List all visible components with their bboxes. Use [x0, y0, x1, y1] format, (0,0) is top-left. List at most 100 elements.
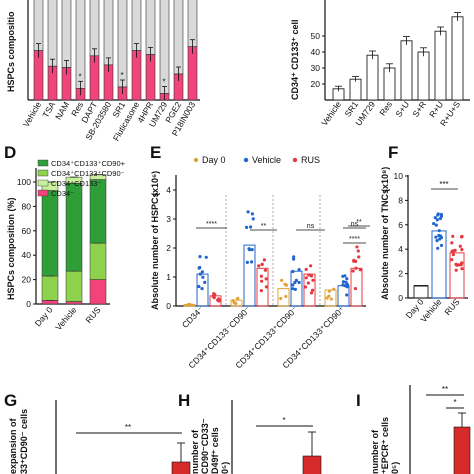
top-left-chart: HSPCs compositio VehicleTSANAM*ResDAPTSB…	[6, 0, 200, 143]
panel-e-data-point	[310, 288, 315, 292]
panel-f-data-point	[450, 258, 454, 262]
panel-f-bar	[413, 285, 429, 299]
panel-g-ylabel-2: 33⁺CD90⁻ cells	[19, 409, 29, 474]
panel-label-f: F	[388, 143, 398, 162]
panel-f-chart: Absolute number of TNCs (x10⁸) 0246810Da…	[380, 167, 468, 324]
top-right-bar	[383, 67, 396, 101]
panel-h-chart: number of CD90⁻CD33⁻ D49f⁺ cells 0⁵) *	[190, 400, 322, 474]
panel-d-y-tick-label: 40	[22, 250, 32, 260]
panel-f-yunit: (x10⁸)	[380, 167, 390, 192]
panel-e-data-point	[345, 293, 349, 297]
panel-e-data-point	[341, 274, 345, 278]
panel-e-data-point	[358, 268, 363, 272]
panel-e-data-point	[216, 297, 221, 301]
top-left-bar-pink	[187, 46, 198, 101]
panel-d-y-tick-label: 60	[22, 226, 32, 236]
panel-e-data-point	[306, 281, 310, 285]
panel-f-data-point	[437, 229, 441, 233]
panel-e-data-point	[351, 269, 355, 273]
panel-d-legend-label: CD34⁺CD133⁺CD90+	[51, 159, 126, 168]
panel-d-stack-segment	[89, 279, 107, 305]
panel-e-data-point	[291, 257, 296, 261]
panel-d-legend-swatch	[37, 179, 49, 187]
top-right-bar	[349, 78, 362, 101]
panel-f-data-point	[458, 244, 462, 248]
panel-g-sig-label: **	[125, 423, 131, 432]
panel-e-data-point	[304, 276, 308, 280]
panel-e-data-point	[250, 212, 254, 216]
panel-e-data-point	[198, 272, 202, 276]
panel-g-bar	[171, 461, 191, 474]
top-right-bar	[451, 16, 464, 101]
panel-e-legend-marker	[292, 157, 298, 163]
top-right-y-tick-label: 20	[311, 79, 321, 89]
panel-e-sig-label: **	[356, 219, 362, 226]
panel-f-y-tick-label: 2	[398, 269, 403, 279]
panel-f-data-point	[432, 222, 436, 226]
panel-f-bar	[431, 230, 447, 299]
top-left-bar-grey	[131, 0, 142, 51]
panel-e-bar	[196, 273, 209, 307]
panel-e-sig-label: ****	[206, 221, 217, 228]
top-left-bar-grey	[103, 0, 114, 66]
panel-f-data-point	[434, 235, 438, 239]
panel-d-chart: HSPCs composition (%) 0 20 40 60 80 100 Day 0V…	[6, 159, 126, 332]
panel-i-sig-label-1: **	[442, 385, 448, 394]
panel-label-d: D	[4, 143, 16, 162]
panel-e-data-point	[187, 302, 191, 306]
top-left-bar-pink	[131, 50, 142, 101]
panel-i-sig-label-2: *	[453, 398, 456, 407]
top-right-bar	[400, 40, 413, 101]
panel-f-data-point	[460, 267, 464, 271]
panel-d-y-tick-label: 80	[22, 201, 32, 211]
panel-e-legend-label: RUS	[301, 155, 320, 165]
top-right-tick-label: S+U	[393, 99, 411, 118]
panel-e-sig-label: ****	[349, 236, 360, 243]
panel-f-sig-label: ***	[439, 180, 448, 189]
panel-e-data-point	[259, 274, 263, 278]
panel-h-ylabel-3: D49f⁺ cells	[210, 427, 220, 474]
top-left-bar-grey	[89, 0, 100, 57]
panel-f-data-point	[436, 212, 440, 216]
panel-e-data-point	[260, 279, 264, 283]
panel-e-data-point	[201, 275, 205, 279]
top-left-bar-grey	[33, 0, 44, 51]
panel-e-data-point	[284, 283, 289, 287]
panel-f-data-point	[454, 268, 458, 272]
panel-d-y-tick-label: 0	[26, 299, 31, 309]
panel-d-legend-label: CD34⁺CD133⁻	[51, 179, 101, 188]
top-right-tick-label: S+R	[410, 99, 428, 118]
panel-d-y-tick-label: 100	[17, 177, 31, 187]
panel-h-ylabel-4: 0⁵)	[220, 462, 230, 474]
top-right-bar	[434, 30, 447, 101]
panel-label-g: G	[4, 391, 17, 410]
panel-e-data-point	[341, 280, 346, 284]
panel-f-data-point	[454, 262, 458, 266]
panel-f-data-point	[439, 243, 444, 248]
panel-e-data-point	[297, 280, 301, 285]
panel-e-y-tick-label: 1	[166, 272, 171, 282]
panel-e-data-point	[244, 225, 249, 229]
panel-f-y-tick-label: 0	[398, 293, 403, 303]
panel-e-data-point	[332, 287, 336, 291]
panel-e-data-point	[309, 291, 314, 295]
panel-e-data-point	[304, 267, 308, 271]
top-left-bar-grey	[47, 0, 58, 67]
panel-e-data-point	[279, 296, 283, 301]
panel-e-data-point	[249, 225, 253, 229]
panel-d-stack-segment	[41, 300, 59, 305]
panel-e-data-point	[257, 264, 261, 268]
panel-d-ylabel: HSPCs composition (%)	[6, 197, 16, 300]
panel-e-legend-marker	[243, 157, 249, 163]
panel-e-data-point	[291, 283, 295, 287]
panel-e-chart: Absolute number of HSPCs (x10⁶) 0 1 2 3 4 Day…	[150, 155, 370, 370]
panel-f-data-point	[451, 234, 455, 238]
top-left-bar-grey	[61, 0, 72, 68]
panel-e-data-point	[291, 269, 295, 274]
panel-e-data-point	[203, 280, 207, 284]
top-left-bar-pink	[33, 50, 44, 101]
panel-e-data-point	[297, 268, 301, 272]
panel-e-data-point	[354, 266, 358, 270]
panel-e-data-point	[234, 301, 238, 305]
panel-d-stack-segment	[65, 270, 83, 302]
